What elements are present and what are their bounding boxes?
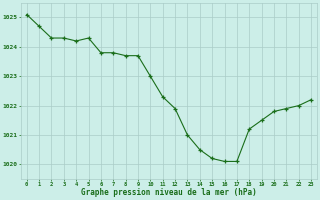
X-axis label: Graphe pression niveau de la mer (hPa): Graphe pression niveau de la mer (hPa) — [81, 188, 257, 197]
